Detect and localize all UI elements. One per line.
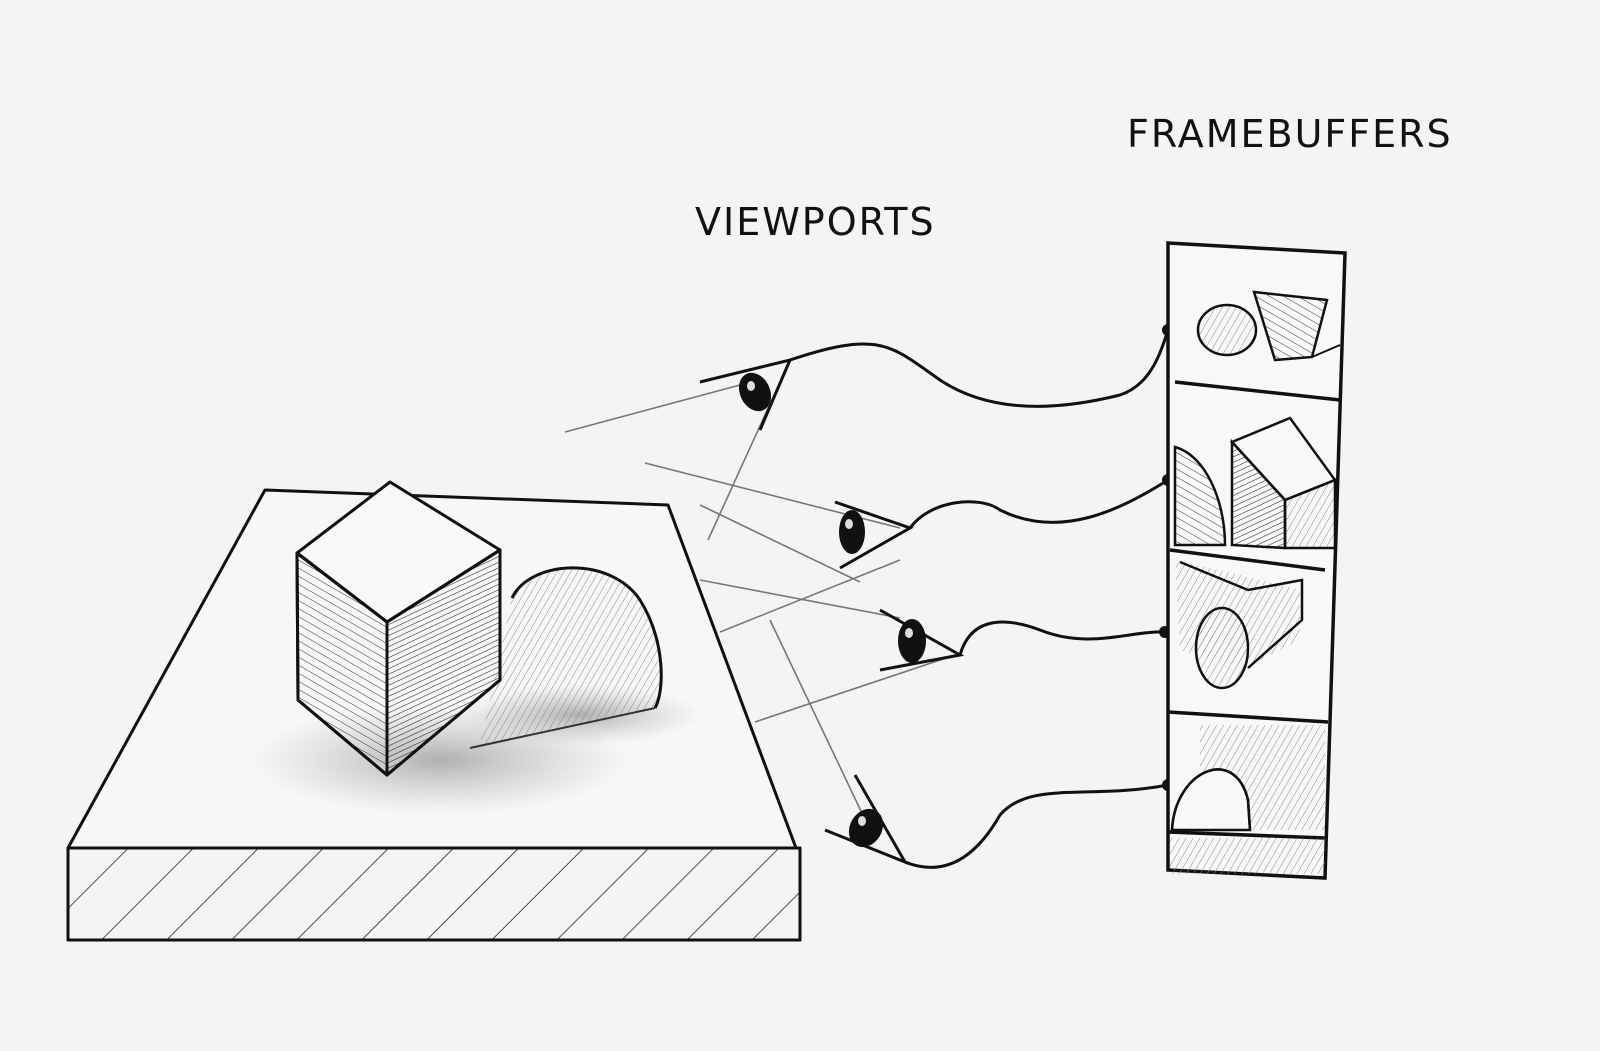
- framebuffer-strip: [1166, 241, 1347, 880]
- framebuffer-frame-1: [1196, 290, 1341, 362]
- framebuffer-frame-2: [1173, 416, 1337, 550]
- dome-object: [469, 566, 663, 749]
- viewport-eye-4: [824, 774, 909, 865]
- framebuffer-frame-4: [1170, 725, 1325, 874]
- viewport-connectors: [789, 329, 1170, 869]
- viewports-label: VIEWPORTS: [695, 200, 936, 244]
- framebuffers-label: FRAMEBUFFERS: [1127, 112, 1453, 156]
- viewport-eye-3: [879, 608, 965, 672]
- viewport-eye-2: [834, 500, 914, 570]
- viewport-eye-1: [699, 357, 793, 431]
- cube-object: [295, 480, 502, 777]
- framebuffer-frame-3: [1175, 560, 1304, 690]
